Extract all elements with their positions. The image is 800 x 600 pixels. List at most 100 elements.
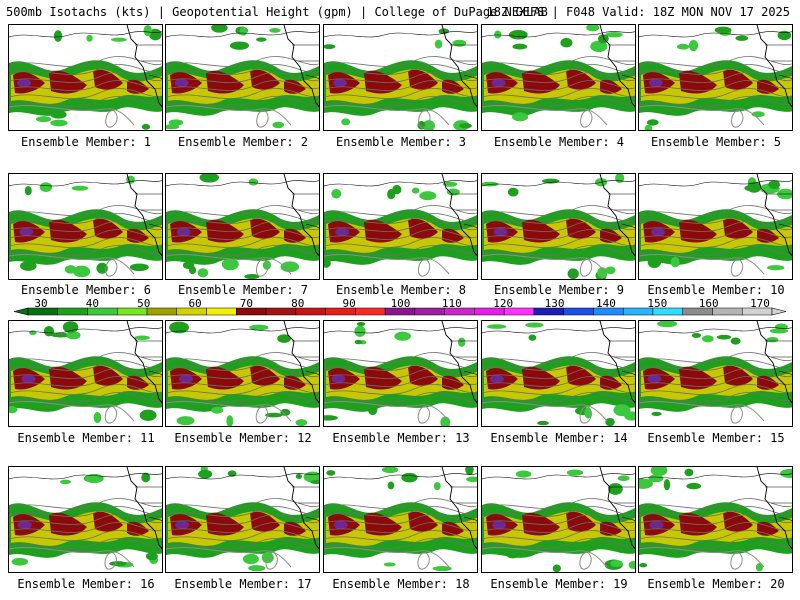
- height-contour: [639, 205, 792, 216]
- wind-patch: [691, 332, 702, 338]
- coastline: [756, 467, 792, 550]
- wind-patch: [434, 39, 443, 49]
- wind-patch: [507, 187, 519, 197]
- coastline: [441, 321, 477, 404]
- wind-patch: [324, 415, 338, 421]
- wind-patch: [354, 339, 363, 345]
- ensemble-member-label: Ensemble Member: 8: [335, 283, 467, 297]
- height-contour: [9, 522, 162, 533]
- jet-core-purple: [21, 375, 36, 383]
- height-contour: [639, 72, 792, 83]
- height-contour: [324, 205, 477, 216]
- height-contour: [639, 498, 792, 509]
- arctic-contour: [639, 31, 792, 38]
- height-contour: [9, 392, 162, 403]
- height-contour: [166, 506, 319, 517]
- map-drawing: [482, 321, 635, 426]
- jet-band-yellow: [326, 365, 477, 400]
- wind-patch: [141, 472, 151, 483]
- height-contour: [9, 245, 162, 256]
- jet-band-yellow: [641, 69, 792, 104]
- height-contour: [639, 522, 792, 533]
- wind-patch: [735, 35, 749, 41]
- height-contour: [9, 360, 162, 371]
- height-contour: [9, 88, 162, 99]
- wind-patch: [310, 479, 319, 484]
- wind-patch: [248, 565, 266, 572]
- colorbar-min-arrow: [13, 307, 29, 316]
- map-drawing: [639, 174, 792, 277]
- height-contour: [166, 80, 319, 91]
- jet-band-yellow: [326, 69, 477, 104]
- wind-patch: [747, 181, 762, 193]
- wind-patch: [367, 403, 378, 416]
- wind-patch: [670, 257, 680, 268]
- map-drawing: [9, 321, 162, 424]
- wind-patch: [615, 174, 625, 184]
- wind-patch: [647, 256, 662, 268]
- wind-patch: [401, 472, 418, 483]
- height-contour: [9, 506, 162, 517]
- map-drawing: [9, 467, 162, 570]
- wind-patch: [590, 40, 608, 53]
- state-borders: [765, 44, 792, 79]
- jet-band-yellow: [641, 365, 792, 400]
- wind-patch: [148, 28, 162, 41]
- coastline: [441, 25, 477, 108]
- map-drawing: [324, 467, 477, 572]
- wind-patch: [211, 406, 224, 414]
- island-outline: [730, 406, 743, 424]
- wind-patch: [60, 479, 71, 485]
- height-contour: [482, 237, 635, 248]
- height-contour: [324, 376, 477, 387]
- colorbar-tick-label: 30: [34, 297, 48, 310]
- coastline: [126, 174, 162, 257]
- island-outline: [579, 259, 593, 277]
- height-contour: [166, 384, 319, 395]
- ensemble-member-label: Ensemble Member: 1: [20, 135, 152, 149]
- wind-patch: [11, 557, 29, 566]
- height-contour: [9, 72, 162, 83]
- height-contour: [9, 229, 162, 240]
- wind-patch: [280, 408, 291, 416]
- arctic-contour: [9, 473, 162, 480]
- wind-patch: [50, 119, 68, 127]
- state-borders: [450, 486, 477, 521]
- height-contour: [482, 221, 635, 232]
- wind-patch: [269, 28, 281, 33]
- map-drawing: [9, 174, 162, 278]
- low-height-contour: [166, 253, 292, 275]
- wind-patch: [383, 562, 396, 567]
- ensemble-member-map: [481, 173, 636, 280]
- wind-patch: [610, 559, 623, 568]
- height-contour: [639, 245, 792, 256]
- height-contour: [9, 376, 162, 387]
- wind-patch: [766, 265, 785, 271]
- jet-band-yellow: [11, 365, 162, 400]
- height-contour: [639, 229, 792, 240]
- wind-patch: [508, 29, 528, 40]
- state-borders: [765, 486, 792, 521]
- wind-patch: [86, 34, 93, 42]
- ensemble-member-map: [323, 320, 478, 427]
- wind-patch: [688, 39, 699, 52]
- state-borders: [292, 486, 319, 521]
- wind-patch: [452, 39, 467, 47]
- wind-patch: [242, 553, 259, 565]
- ensemble-member-map: [323, 466, 478, 573]
- ensemble-member-label: Ensemble Member: 20: [647, 577, 785, 591]
- low-height-contour: [324, 400, 450, 422]
- ensemble-member-map: [481, 24, 636, 131]
- map-drawing: [482, 174, 635, 279]
- height-contour: [166, 368, 319, 379]
- height-contour: [639, 56, 792, 67]
- state-borders: [608, 193, 635, 228]
- wind-patch: [766, 336, 779, 343]
- height-contour: [482, 88, 635, 99]
- state-borders: [135, 486, 162, 521]
- height-contour: [9, 384, 162, 395]
- ensemble-member-label: Ensemble Member: 6: [20, 283, 152, 297]
- arctic-contour: [166, 473, 319, 480]
- jet-core-purple: [493, 228, 508, 236]
- ensemble-member-label: Ensemble Member: 14: [490, 431, 628, 445]
